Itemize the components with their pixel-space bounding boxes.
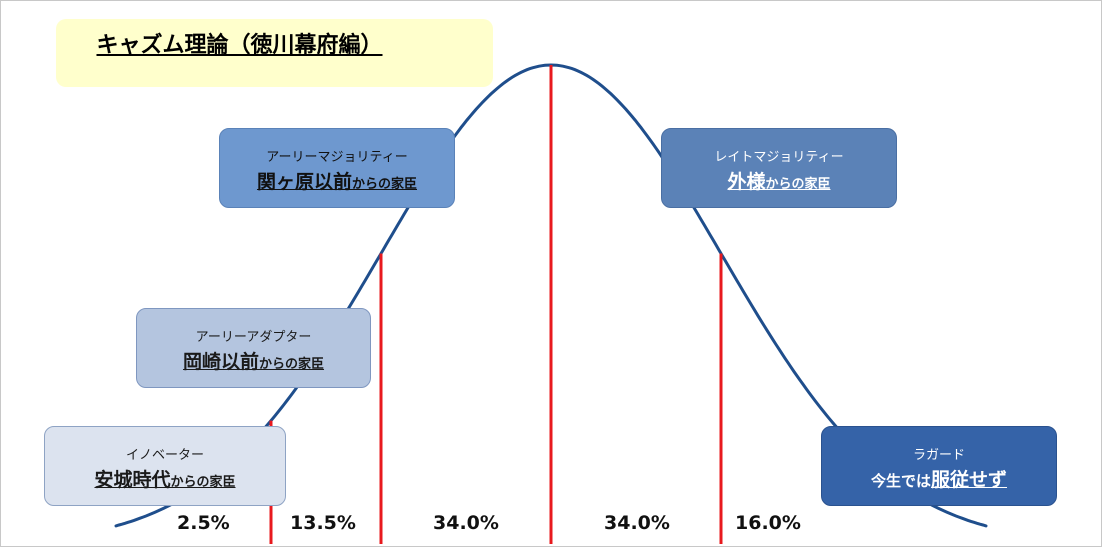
percentage-laggards: 16.0% bbox=[735, 512, 801, 534]
segment-early-majority: アーリーマジョリティー 関ヶ原以前からの家臣 bbox=[219, 128, 455, 208]
segment-suffix: からの家臣 bbox=[170, 475, 236, 490]
segment-description: 外様からの家臣 bbox=[662, 167, 896, 194]
segment-suffix: からの家臣 bbox=[765, 177, 831, 192]
title-box: キャズム理論（徳川幕府編） bbox=[56, 19, 493, 87]
segment-early-adopters: アーリーアダプター 岡崎以前からの家臣 bbox=[136, 308, 371, 388]
percentage-early-majority: 34.0% bbox=[433, 512, 499, 534]
segment-emphasis: 関ヶ原以前 bbox=[256, 171, 352, 193]
segment-emphasis: 岡崎以前 bbox=[182, 351, 259, 373]
segment-description: 安城時代からの家臣 bbox=[45, 465, 285, 492]
segment-description: 今生では服従せず bbox=[822, 465, 1056, 492]
segment-emphasis: 服従せず bbox=[931, 469, 1008, 491]
diagram-title: キャズム理論（徳川幕府編） bbox=[96, 33, 383, 58]
percentage-late-majority: 34.0% bbox=[604, 512, 670, 534]
segment-label: イノベーター bbox=[125, 448, 204, 463]
segment-laggards: ラガード 今生では服従せず bbox=[821, 426, 1057, 506]
percentage-innovators: 2.5% bbox=[177, 512, 230, 534]
segment-innovators: イノベーター 安城時代からの家臣 bbox=[44, 426, 286, 506]
percentage-early-adopters: 13.5% bbox=[290, 512, 356, 534]
segment-label: アーリーマジョリティー bbox=[266, 150, 408, 165]
segment-suffix: からの家臣 bbox=[352, 177, 418, 192]
segment-prefix: 今生では bbox=[870, 472, 931, 490]
segment-description: 岡崎以前からの家臣 bbox=[137, 347, 370, 374]
segment-label: レイトマジョリティー bbox=[714, 150, 844, 165]
segment-late-majority: レイトマジョリティー 外様からの家臣 bbox=[661, 128, 897, 208]
segment-emphasis: 外様 bbox=[727, 171, 766, 193]
segment-label: アーリーアダプター bbox=[195, 330, 312, 345]
segment-description: 関ヶ原以前からの家臣 bbox=[220, 167, 454, 194]
segment-suffix: からの家臣 bbox=[259, 357, 325, 372]
segment-emphasis: 安城時代 bbox=[94, 469, 171, 491]
segment-label: ラガード bbox=[912, 448, 965, 463]
